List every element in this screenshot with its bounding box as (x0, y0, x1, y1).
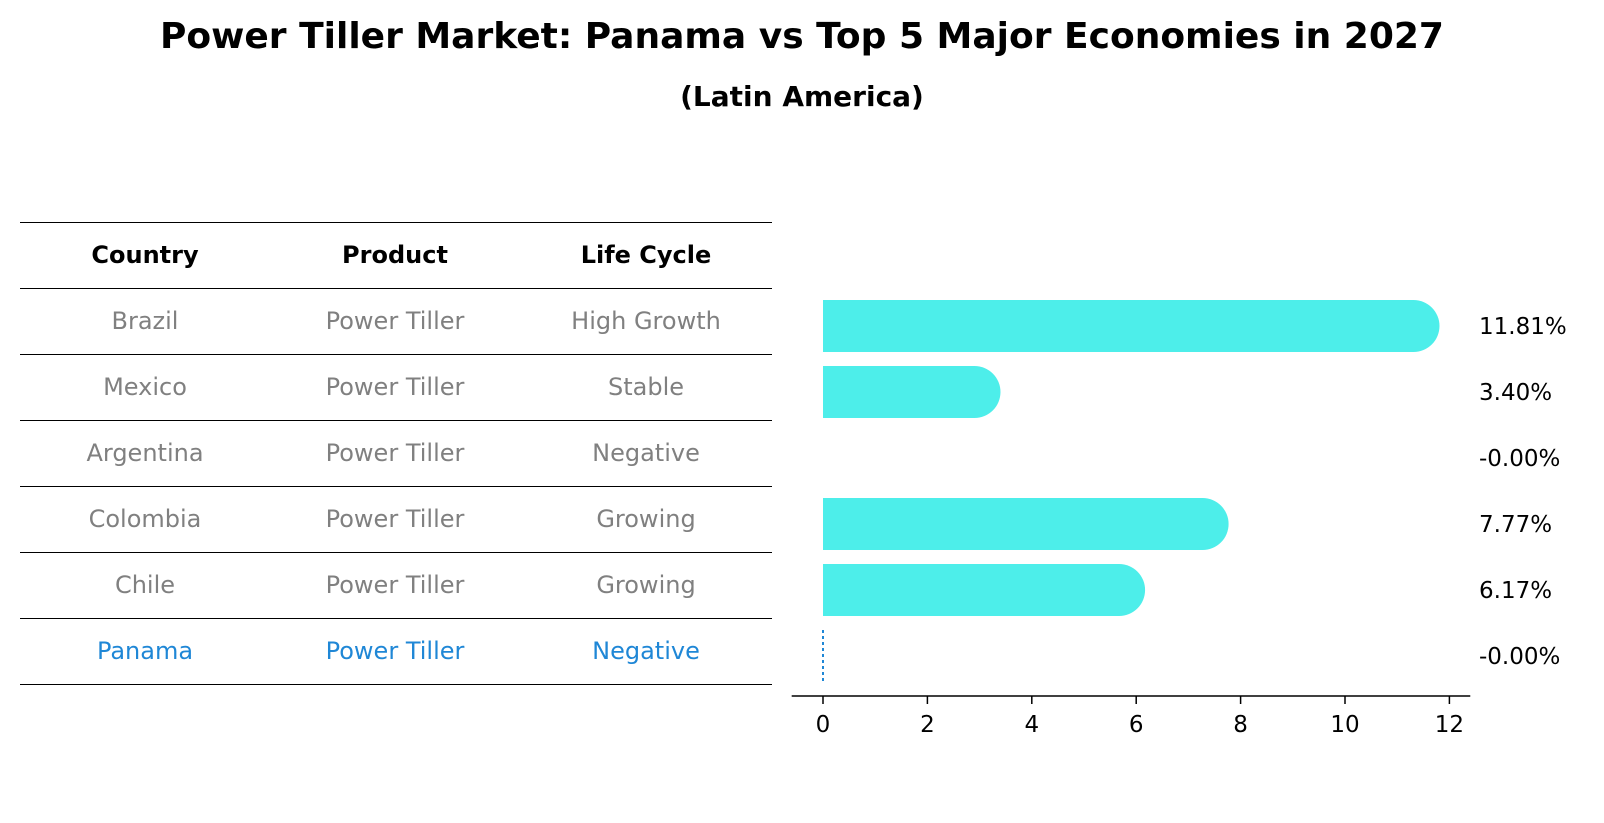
bar-colombia (823, 498, 1229, 550)
x-tick-label: 2 (920, 712, 935, 738)
cell-life-cycle: Stable (607, 373, 685, 401)
table-top-rule (20, 222, 772, 223)
x-tick-label: 0 (816, 712, 831, 738)
header-country: Country (91, 241, 199, 269)
cell-product: Power Tiller (325, 505, 465, 533)
table-header-row: Country Product Life Cycle (20, 222, 772, 289)
chart-title: Power Tiller Market: Panama vs Top 5 Maj… (160, 16, 1444, 57)
header-product: Product (342, 241, 448, 269)
table-row: Mexico Power Tiller Stable (20, 354, 772, 421)
table-rule (20, 288, 772, 289)
cell-product: Power Tiller (325, 307, 465, 335)
bar-chile (823, 564, 1146, 616)
cell-product: Power Tiller (325, 571, 465, 599)
data-label: 6.17% (1479, 578, 1552, 604)
x-tick-label: 4 (1024, 712, 1039, 738)
data-label: 7.77% (1479, 512, 1552, 538)
cell-life-cycle: Growing (596, 571, 696, 599)
cell-life-cycle: Negative (592, 637, 700, 665)
data-label: 3.40% (1479, 380, 1552, 406)
cell-country: Chile (114, 571, 176, 599)
table-row: Colombia Power Tiller Growing (20, 486, 772, 553)
bar-brazil (823, 300, 1440, 352)
x-tick-label: 8 (1233, 712, 1248, 738)
x-tick-label: 12 (1435, 712, 1464, 738)
cell-life-cycle: High Growth (571, 307, 721, 335)
cell-country: Brazil (111, 307, 179, 335)
header-life-cycle: Life Cycle (580, 241, 712, 269)
table-rule (20, 618, 772, 619)
table-row-highlight: Panama Power Tiller Negative (20, 618, 772, 685)
cell-product: Power Tiller (325, 439, 465, 467)
cell-country: Mexico (103, 373, 187, 401)
cell-product: Power Tiller (325, 373, 465, 401)
data-label: 11.81% (1479, 314, 1567, 340)
table-rule (20, 552, 772, 553)
cell-country: Panama (96, 637, 194, 665)
bar-mexico (823, 366, 1001, 418)
table-bottom-rule (20, 684, 772, 685)
data-label: -0.00% (1479, 644, 1560, 670)
table-rule (20, 486, 772, 487)
table-row: Chile Power Tiller Growing (20, 552, 772, 619)
data-label: -0.00% (1479, 446, 1560, 472)
table-rule (20, 354, 772, 355)
cell-life-cycle: Negative (592, 439, 700, 467)
table-row: Brazil Power Tiller High Growth (20, 288, 772, 355)
chart-subtitle: (Latin America) (680, 80, 924, 113)
cell-country: Argentina (86, 439, 204, 467)
x-tick-label: 10 (1330, 712, 1359, 738)
cell-product: Power Tiller (325, 637, 465, 665)
x-tick-label: 6 (1129, 712, 1144, 738)
table-row: Argentina Power Tiller Negative (20, 420, 772, 487)
table-rule (20, 420, 772, 421)
cell-country: Colombia (88, 505, 202, 533)
cell-life-cycle: Growing (596, 505, 696, 533)
